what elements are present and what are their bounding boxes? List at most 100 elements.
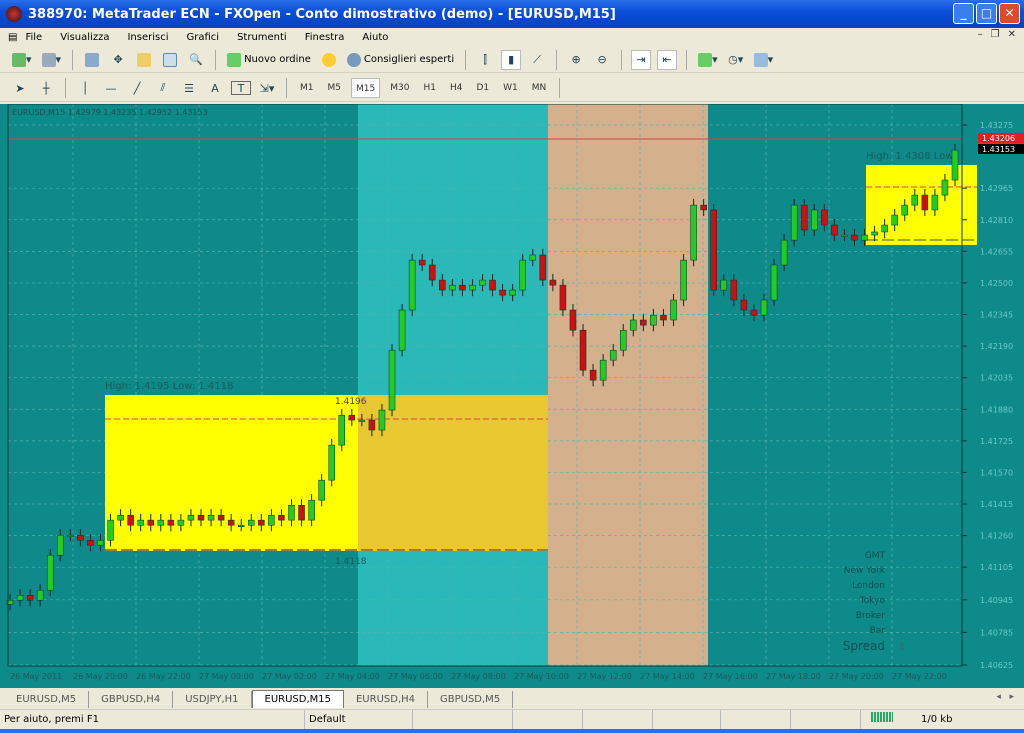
- timeframe-m5[interactable]: M5: [327, 83, 342, 93]
- maximize-button[interactable]: □: [976, 3, 997, 24]
- mdi-restore-button[interactable]: ❐: [990, 29, 1000, 40]
- box2-label: High: 1.4308 Low:: [866, 151, 956, 162]
- templates-icon[interactable]: ▾: [752, 50, 776, 70]
- candle-bear: [559, 284, 567, 311]
- candle-bear: [439, 279, 446, 291]
- vertical-line-icon[interactable]: │: [81, 81, 89, 95]
- new-chart-icon[interactable]: ▾: [10, 50, 34, 70]
- timeframe-m30[interactable]: M30: [390, 83, 410, 93]
- zoom-in-icon[interactable]: ⊕: [571, 53, 581, 66]
- candle-bull: [16, 595, 24, 601]
- price-chart[interactable]: High: 1.4195 Low: 1.4118 1.4196 1.4118 H…: [0, 103, 1024, 688]
- candlestick-icon[interactable]: ▮: [501, 49, 522, 70]
- candle-bear: [589, 369, 597, 381]
- candle-bear: [87, 540, 94, 546]
- cursor-icon[interactable]: ➤: [15, 81, 25, 95]
- candles: [6, 143, 959, 611]
- timeframe-h1[interactable]: H1: [423, 83, 436, 93]
- tab-eurusd-m5[interactable]: EURUSD,M5: [4, 691, 90, 708]
- chart-canvas[interactable]: High: 1.4195 Low: 1.4118 1.4196 1.4118 H…: [0, 103, 1024, 688]
- menu-window[interactable]: Finestra: [304, 31, 345, 43]
- terminal-icon[interactable]: [160, 50, 180, 70]
- zoom-out-icon[interactable]: ⊖: [597, 53, 607, 66]
- time-tick-label: 27 May 18:00: [766, 672, 821, 681]
- mdi-close-button[interactable]: ✕: [1007, 29, 1016, 40]
- mdi-minimize-button[interactable]: –: [977, 29, 983, 40]
- periods-icon[interactable]: ◷▾: [728, 53, 744, 66]
- line-chart-icon[interactable]: ⟋: [533, 52, 541, 66]
- price-tick-label: 1.42190: [980, 342, 1013, 351]
- tab-scroll-left-icon[interactable]: ◂: [996, 692, 1001, 702]
- price-tick-label: 1.43275: [980, 121, 1013, 130]
- tab-scroll-right-icon[interactable]: ▸: [1009, 692, 1014, 702]
- menu-insert[interactable]: Inserisci: [127, 31, 169, 43]
- status-traffic: 1/0 kb: [921, 713, 953, 725]
- menu-view[interactable]: Visualizza: [60, 31, 110, 43]
- menu-tools[interactable]: Strumenti: [237, 31, 287, 43]
- minimize-button[interactable]: _: [953, 3, 974, 24]
- bar-chart-icon[interactable]: ⫿: [483, 52, 487, 66]
- new-order-button[interactable]: Nuovo ordine: [225, 50, 313, 70]
- candle-bull: [891, 214, 898, 226]
- candle-bull: [609, 349, 617, 361]
- candle-bull: [670, 299, 677, 321]
- market-watch-icon[interactable]: [82, 50, 102, 70]
- timeframe-mn[interactable]: MN: [531, 83, 547, 93]
- menu-charts[interactable]: Grafici: [186, 31, 220, 43]
- timeframe-m15[interactable]: M15: [351, 78, 381, 98]
- candle-bull: [137, 519, 144, 526]
- timeframe-m1[interactable]: M1: [300, 83, 314, 93]
- crosshair-icon[interactable]: ┼: [42, 81, 50, 95]
- candle-bear: [539, 254, 547, 281]
- price-tick-label: 1.41105: [980, 563, 1013, 572]
- box1-low-mark: 1.4118: [335, 557, 367, 567]
- navigator-icon[interactable]: [134, 50, 154, 70]
- time-axis[interactable]: 26 May 2011 26 May 20:00 26 May 22:00 27 Ma…: [10, 672, 947, 681]
- profiles-icon[interactable]: ▾: [40, 50, 64, 70]
- price-axis[interactable]: 1.43275 1.42965 1.42810 1.42655 1.42500 1.423…: [962, 121, 1013, 670]
- timeframe-d1[interactable]: D1: [476, 83, 490, 93]
- tab-gbpusd-m5[interactable]: GBPUSD,M5: [428, 691, 514, 708]
- tab-eurusd-m15[interactable]: EURUSD,M15: [251, 690, 344, 708]
- expert-advisors-label: Consiglieri esperti: [363, 54, 455, 65]
- status-help: Per aiuto, premi F1: [0, 709, 305, 730]
- tab-gbpusd-h4[interactable]: GBPUSD,H4: [89, 691, 174, 708]
- candle-bear: [831, 224, 838, 236]
- fibonacci-icon[interactable]: ☰: [184, 81, 194, 95]
- data-window-icon[interactable]: ✥: [113, 53, 123, 66]
- timeframe-h4[interactable]: H4: [449, 83, 463, 93]
- trendline-icon[interactable]: ╱: [133, 81, 141, 95]
- menu-icon[interactable]: ▤: [8, 31, 18, 43]
- candle-bear: [750, 309, 758, 316]
- menu-file[interactable]: File: [25, 31, 43, 43]
- horizontal-line-icon[interactable]: —: [105, 81, 117, 95]
- auto-scroll-icon[interactable]: ⇥: [631, 49, 652, 70]
- info-label: Bar: [870, 626, 886, 636]
- channel-icon[interactable]: ⫽: [160, 81, 166, 94]
- tab-eurusd-h4[interactable]: EURUSD,H4: [344, 691, 428, 708]
- close-button[interactable]: ✕: [999, 3, 1020, 24]
- range-box-2: [866, 165, 977, 245]
- price-tick-label: 1.40785: [980, 628, 1013, 637]
- candle-bear: [298, 504, 305, 521]
- expert-advisors-button[interactable]: Consiglieri esperti: [345, 50, 456, 70]
- candle-bull: [107, 519, 114, 541]
- menu-help[interactable]: Aiuto: [362, 31, 389, 43]
- time-tick-label: 27 May 22:00: [892, 672, 947, 681]
- strategy-tester-icon[interactable]: 🔍: [189, 53, 203, 66]
- text-label-icon[interactable]: T: [231, 81, 251, 95]
- tab-usdjpy-h1[interactable]: USDJPY,H1: [173, 691, 252, 708]
- chart-shift-icon[interactable]: ⇤: [657, 49, 678, 70]
- text-icon[interactable]: A: [211, 81, 219, 95]
- price-tick-label: 1.42655: [980, 247, 1013, 256]
- warning-icon[interactable]: [319, 50, 339, 70]
- candle-bull: [358, 419, 366, 422]
- ask-price-label: 1.43206: [982, 134, 1015, 143]
- candle-bull: [619, 329, 627, 351]
- arrows-icon[interactable]: ⇲▾: [259, 81, 275, 95]
- candle-bull: [881, 224, 888, 233]
- indicators-icon[interactable]: ▾: [696, 50, 720, 70]
- candle-bear: [227, 519, 235, 526]
- candle-bull: [630, 319, 637, 331]
- timeframe-w1[interactable]: W1: [503, 83, 518, 93]
